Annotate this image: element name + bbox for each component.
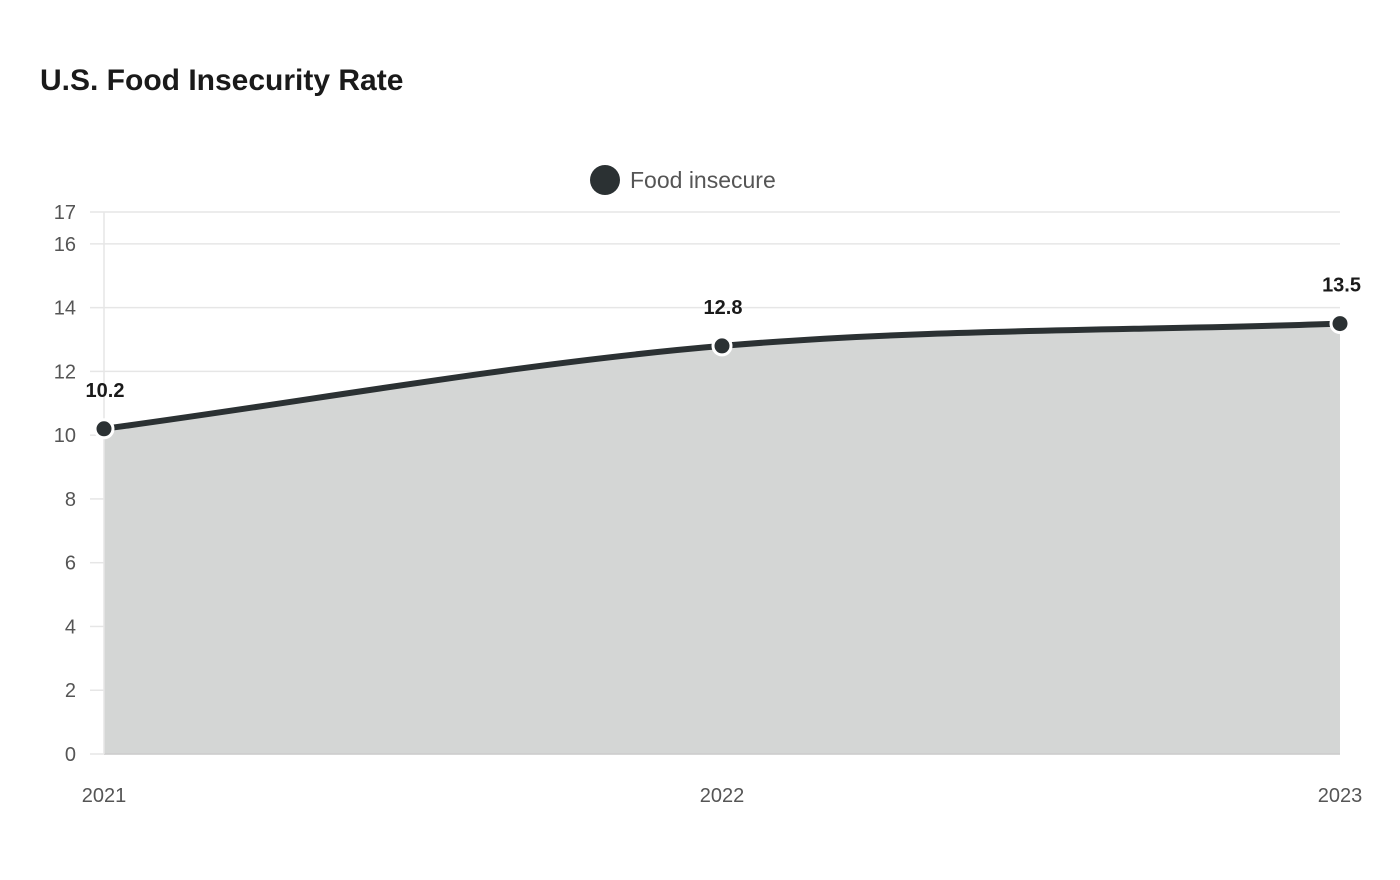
data-label: 10.2 [86, 380, 125, 402]
y-tick-label: 0 [65, 744, 76, 766]
y-tick-label: 8 [65, 489, 76, 511]
chart-title: U.S. Food Insecurity Rate [40, 64, 403, 97]
x-tick-label: 2022 [700, 785, 745, 807]
x-axis: 2021 2022 2023 [82, 785, 1363, 807]
y-tick-label: 10 [54, 425, 76, 447]
series-area [101, 320, 1343, 755]
data-label: 13.5 [1322, 275, 1361, 297]
x-tick-label: 2023 [1318, 785, 1363, 807]
y-axis: 0 2 4 6 8 10 12 14 16 17 [54, 202, 105, 766]
y-tick-label: 6 [65, 553, 76, 575]
legend-swatch [590, 165, 620, 195]
area-fill [104, 323, 1340, 754]
data-point[interactable] [711, 335, 733, 357]
y-tick-label: 2 [65, 680, 76, 702]
legend-label: Food insecure [630, 167, 776, 193]
y-tick-label: 12 [54, 361, 76, 383]
y-tick-label: 4 [65, 616, 76, 638]
data-label: 12.8 [704, 297, 743, 319]
y-tick-label: 17 [54, 202, 76, 224]
legend: Food insecure [590, 165, 776, 195]
x-tick-label: 2021 [82, 785, 127, 807]
data-point[interactable] [1329, 313, 1351, 335]
data-points: 10.2 12.8 13.5 [86, 275, 1361, 440]
data-point[interactable] [93, 418, 115, 440]
y-tick-label: 14 [54, 298, 76, 320]
y-tick-label: 16 [54, 234, 76, 256]
